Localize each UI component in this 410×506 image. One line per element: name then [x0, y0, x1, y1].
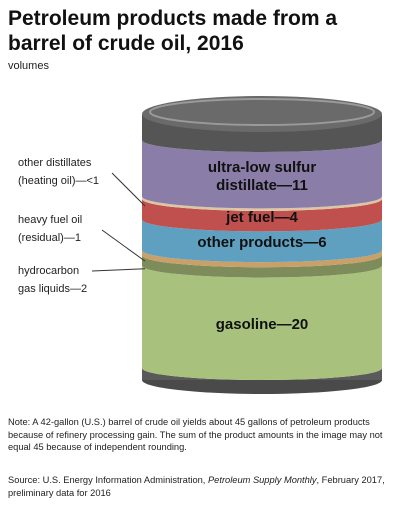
segment-label: jet fuel—4 [226, 208, 298, 226]
chart-subtitle: volumes [8, 60, 49, 72]
callout-line [111, 172, 146, 207]
barrel-lid-ring [149, 98, 375, 126]
barrel-segment [142, 265, 382, 380]
barrel-lid [142, 96, 382, 132]
callout-line [91, 268, 146, 272]
source-text: Source: U.S. Energy Information Administ… [8, 475, 208, 485]
barrel-top-rim [142, 114, 382, 152]
barrel-segment [142, 140, 382, 209]
chart-title: Petroleum products made from a barrel of… [8, 7, 338, 55]
segment-label: ultra-low sulfur distillate—11 [207, 158, 317, 194]
callout-line [101, 229, 146, 262]
callout-label: other distillates (heating oil)—<1 [18, 157, 100, 187]
segment-label: other products—6 [197, 234, 327, 252]
barrel-segment [142, 255, 382, 278]
source: Source: U.S. Energy Information Administ… [8, 474, 402, 499]
source-text: , February 2017, preliminary data for 20… [8, 475, 385, 498]
barrel-bottom-rim [142, 380, 382, 394]
barrel-segment [142, 219, 382, 263]
note: Note: A 42-gallon (U.S.) barrel of crude… [8, 417, 383, 452]
callout-label: hydrocarbon gas liquids—2 [18, 265, 88, 295]
barrel-segment [142, 198, 382, 232]
source-publication: Petroleum Supply Monthly [207, 475, 317, 485]
barrel-segment [142, 196, 382, 211]
callout-label: heavy fuel oil (residual)—1 [18, 214, 83, 244]
barrel-segment [142, 250, 382, 268]
segment-label: gasoline—20 [215, 316, 309, 334]
